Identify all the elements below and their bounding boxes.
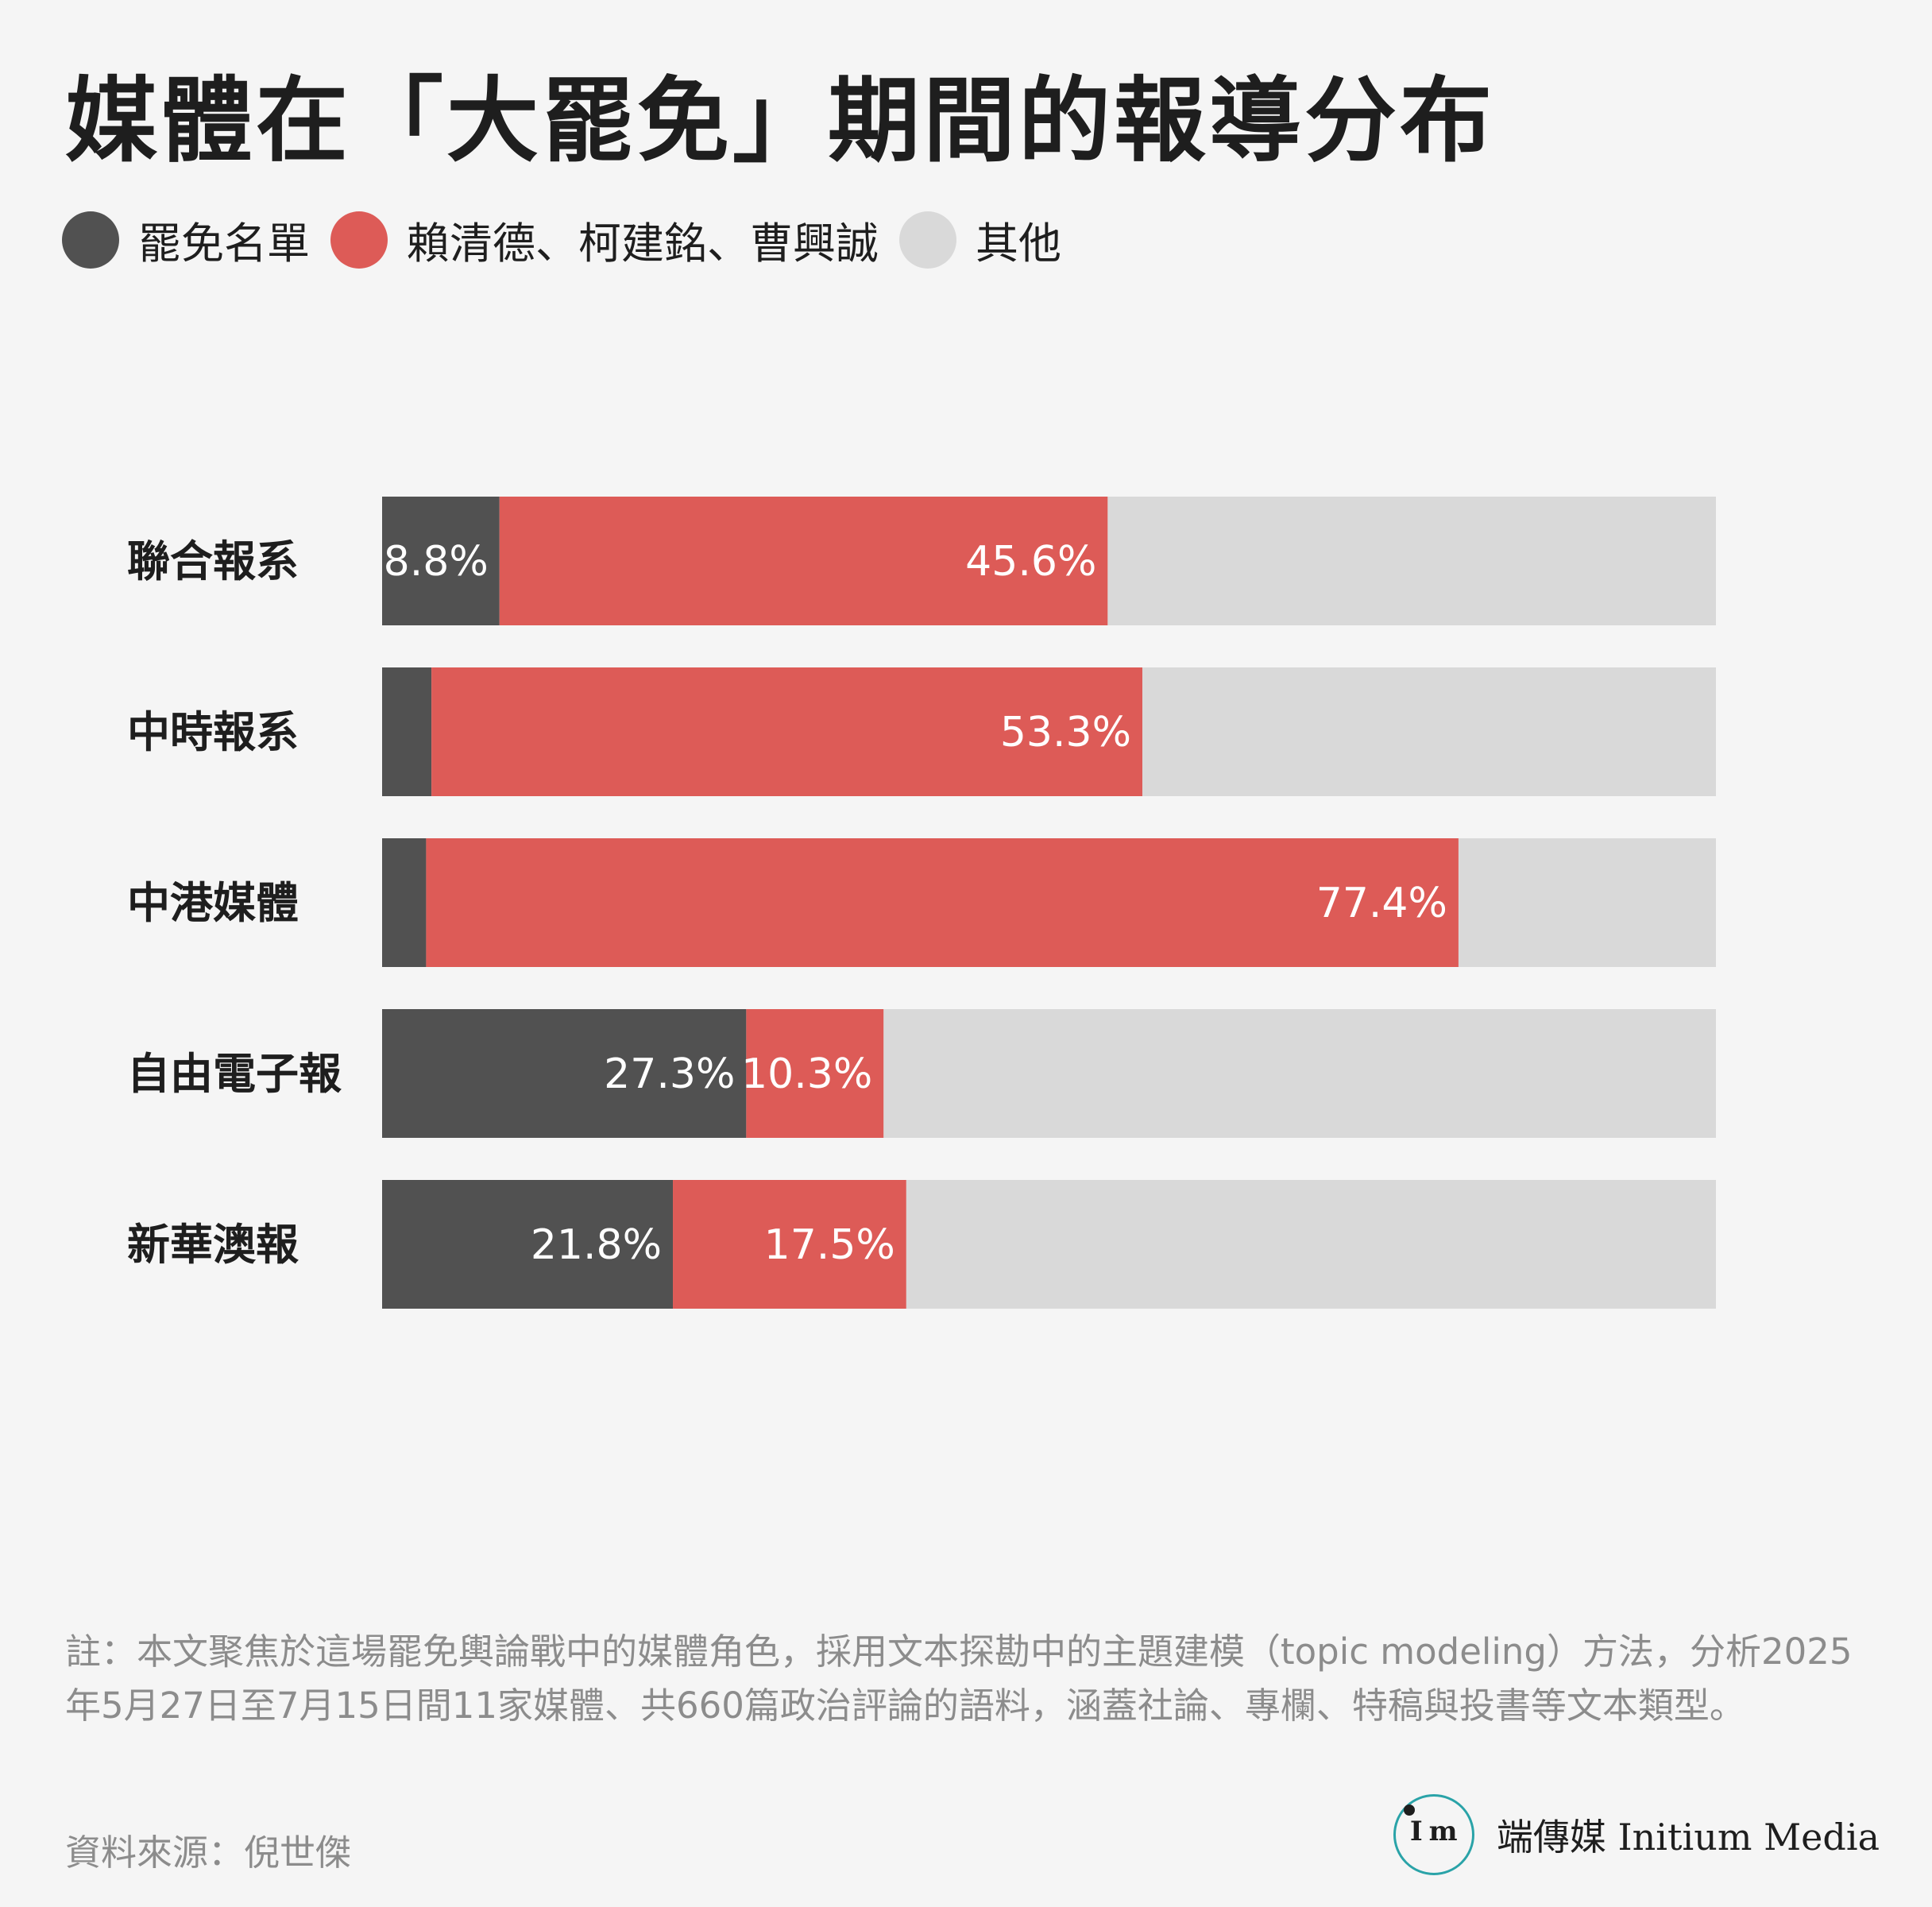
logo-dot	[1403, 1804, 1415, 1816]
legend-label-recall-list: 罷免名單	[138, 219, 310, 269]
logo-glyph: I m	[1409, 1816, 1458, 1847]
bar-segment-recall-list	[382, 1180, 674, 1309]
data-label-lai-ko-tsao: 77.4%	[1316, 880, 1447, 927]
data-label-lai-ko-tsao: 17.5%	[764, 1221, 895, 1269]
category-label: 自由電子報	[127, 1049, 342, 1099]
legend-swatch-other	[899, 211, 956, 269]
bar-segment-lai-ko-tsao	[431, 667, 1143, 796]
footnote: 註：本文聚焦於這場罷免輿論戰中的媒體角色，採用文本探勘中的主題建模（topic …	[65, 1630, 1853, 1727]
bar-segment-recall-list	[382, 838, 427, 967]
legend-item-recall-list: 罷免名單	[62, 208, 310, 271]
data-label-lai-ko-tsao: 10.3%	[741, 1050, 872, 1098]
bar-segment-other	[1107, 497, 1716, 625]
bar-segment-recall-list	[382, 667, 432, 796]
category-label: 中港媒體	[127, 878, 299, 928]
legend-item-lai-ko-tsao: 賴清德、柯建銘、曹興誠	[330, 208, 879, 271]
data-label-lai-ko-tsao: 53.3%	[1000, 709, 1131, 756]
legend-label-lai-ko-tsao: 賴清德、柯建銘、曹興誠	[407, 219, 879, 269]
legend-swatch-recall-list	[62, 211, 119, 269]
brand: I m 端傳媒 Initium Media	[1393, 1794, 1880, 1875]
bar-segment-recall-list	[382, 1009, 747, 1138]
bar-segment-recall-list	[382, 497, 500, 625]
legend: 罷免名單 賴清德、柯建銘、曹興誠 其他	[62, 208, 1082, 271]
bar-segment-lai-ko-tsao	[673, 1180, 906, 1309]
data-label-recall-list: 27.3%	[604, 1050, 735, 1098]
data-label-recall-list: 8.8%	[384, 538, 489, 586]
legend-label-other: 其他	[976, 219, 1061, 269]
initium-logo-icon: I m	[1393, 1794, 1474, 1875]
category-label: 新華澳報	[127, 1220, 299, 1270]
bar-segment-other	[906, 1180, 1716, 1309]
data-label-lai-ko-tsao: 45.6%	[965, 538, 1096, 586]
category-label: 中時報系	[127, 707, 299, 757]
bar-segment-lai-ko-tsao	[746, 1009, 884, 1138]
bar-segment-other	[1458, 838, 1716, 967]
bar-segment-other	[883, 1009, 1716, 1138]
bar-segment-lai-ko-tsao	[426, 838, 1459, 967]
category-label: 聯合報系	[127, 536, 299, 586]
stacked-bar-chart: 聯合報系 8.8% 45.6% 中時報系 53.3% 中港媒體 77.4% 自由電子報 27.3…	[127, 497, 1716, 1309]
legend-item-other: 其他	[899, 208, 1061, 271]
data-source: 資料來源：倪世傑	[65, 1832, 352, 1874]
legend-swatch-lai-ko-tsao	[330, 211, 388, 269]
bar-segment-lai-ko-tsao	[499, 497, 1108, 625]
bar-segment-other	[1142, 667, 1716, 796]
brand-name: 端傳媒 Initium Media	[1496, 1816, 1880, 1859]
data-label-recall-list: 21.8%	[531, 1221, 662, 1269]
chart-title: 媒體在「大罷免」期間的報導分布	[65, 68, 1495, 175]
